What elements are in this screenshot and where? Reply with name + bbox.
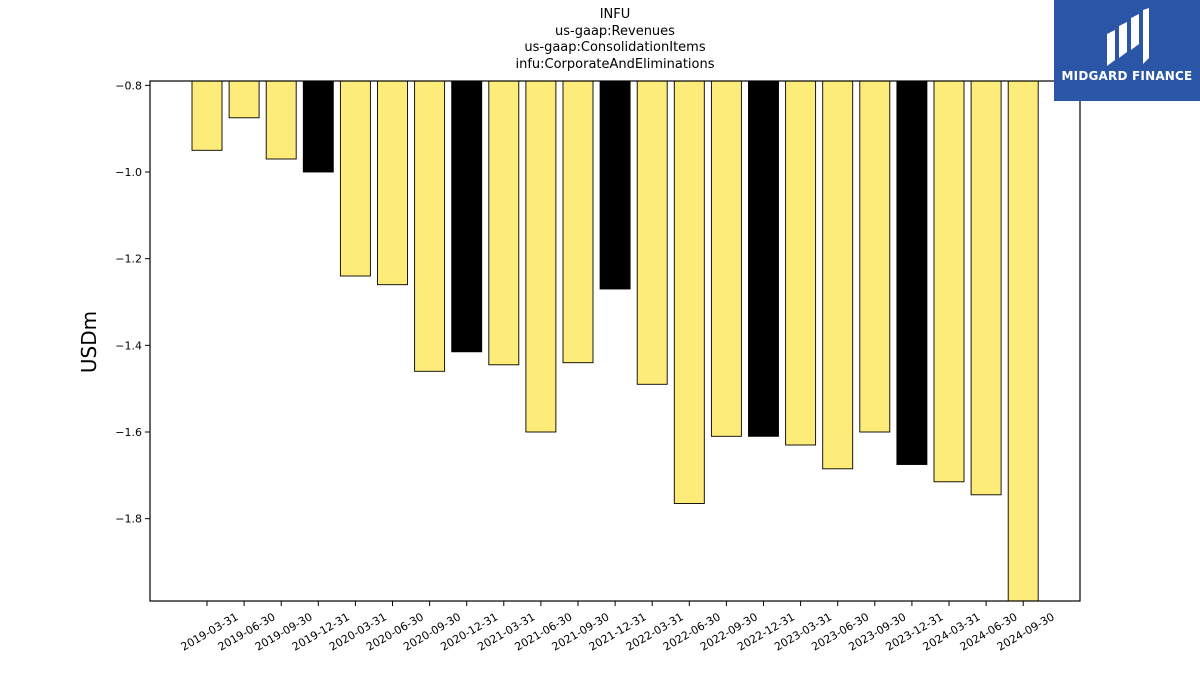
bar-2022-03-31 <box>636 80 668 385</box>
bar-2022-12-31 <box>748 80 779 437</box>
bar-2019-12-31 <box>302 80 334 173</box>
bar-2019-09-30 <box>265 80 297 160</box>
bar-2022-09-30 <box>710 80 742 437</box>
bar-2024-06-30 <box>970 80 1002 496</box>
bar-2023-12-31 <box>896 80 928 465</box>
y-tick-label: −1.2 <box>115 253 142 266</box>
bar-2019-06-30 <box>228 80 260 119</box>
bar-2020-06-30 <box>377 80 408 286</box>
bar-2020-03-31 <box>339 80 371 277</box>
chart-title-line-3: us-gaap:ConsolidationItems <box>524 40 706 55</box>
chart-title-line-1: INFU <box>599 7 631 22</box>
y-axis: −0.8 −1.0 −1.2 −1.4 −1.6 −1.8 <box>115 79 150 526</box>
bar-2019-03-31 <box>191 80 223 151</box>
bar-2023-09-30 <box>859 80 891 433</box>
bar-2021-06-30 <box>525 80 557 433</box>
bar-2020-12-31 <box>451 80 483 353</box>
plot-frame <box>149 80 1081 602</box>
y-tick-label: −1.6 <box>115 426 142 439</box>
y-tick-label: −0.8 <box>115 79 142 92</box>
bar-2021-03-31 <box>488 80 520 366</box>
y-tick-label: −1.4 <box>115 339 142 352</box>
x-axis: 2019-03-312019-06-302019-09-302019-12-31… <box>179 601 1057 654</box>
chart-title-line-2: us-gaap:Revenues <box>555 23 675 39</box>
y-tick-label: −1.0 <box>115 166 142 179</box>
logo-text: MIDGARD FINANCE <box>1061 69 1193 83</box>
bar-2020-09-30 <box>414 80 446 372</box>
chart-title-line-4: infu:CorporateAndEliminations <box>515 56 715 72</box>
bar-2023-03-31 <box>785 80 817 446</box>
y-tick-label: −1.8 <box>115 513 142 526</box>
bar-2021-09-30 <box>562 80 594 364</box>
bar-2024-03-31 <box>933 80 965 483</box>
y-axis-label: USDm <box>77 311 101 373</box>
midgard-finance-logo: MIDGARD FINANCE <box>1054 0 1200 101</box>
bar-2023-06-30 <box>822 80 854 470</box>
bars-group <box>191 80 1039 602</box>
bar-2021-12-31 <box>599 80 631 290</box>
midgard-logo-mark-icon <box>1107 8 1149 66</box>
bar-2022-06-30 <box>673 80 705 504</box>
bar-2024-09-30 <box>1007 80 1039 602</box>
